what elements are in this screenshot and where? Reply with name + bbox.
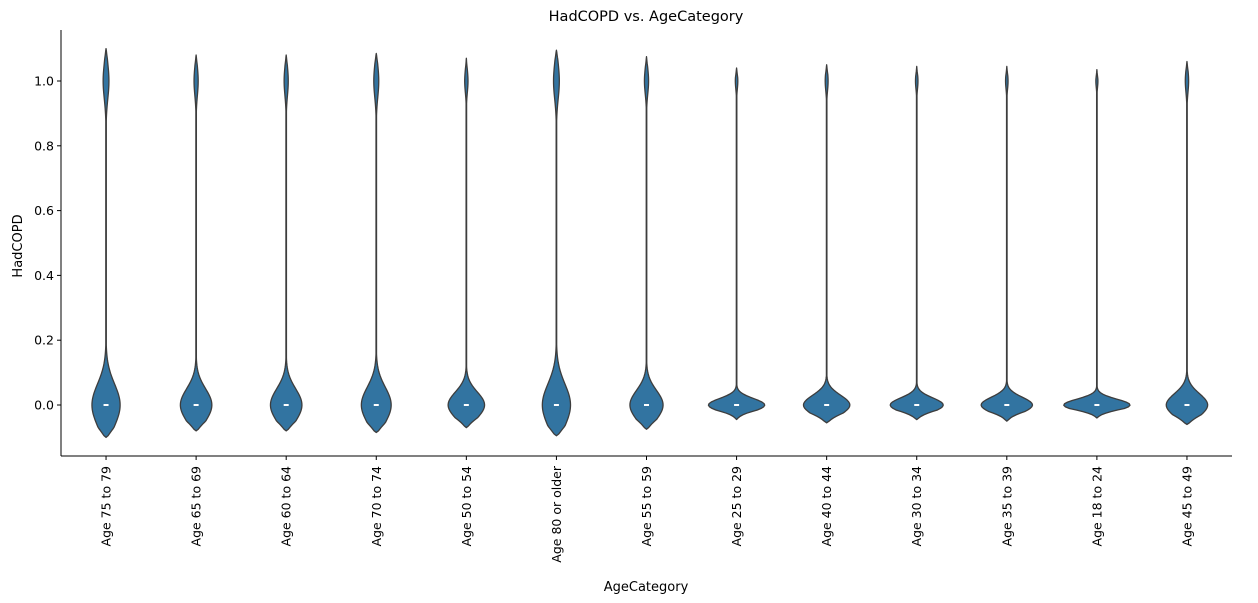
violin-age-25-to-29 [707, 67, 766, 421]
x-tick-label: Age 80 or older [549, 465, 564, 563]
y-tick-label: 0.2 [34, 333, 54, 348]
x-tick-label: Age 35 to 39 [999, 466, 1014, 547]
x-tick-label: Age 30 to 34 [909, 466, 924, 547]
y-tick-label: 1.0 [34, 74, 54, 89]
violin-age-50-to-54 [447, 57, 486, 429]
x-tick-label: Age 65 to 69 [189, 466, 204, 547]
violin-age-35-to-39 [980, 65, 1034, 422]
x-axis-title: AgeCategory [604, 580, 689, 595]
violin-age-45-to-49 [1165, 60, 1209, 426]
violin-age-18-to-24 [1063, 69, 1131, 419]
x-tick-label: Age 50 to 54 [459, 466, 474, 547]
violin-age-80-or-older [541, 49, 572, 437]
x-tick-label: Age 60 to 64 [279, 466, 294, 547]
violin-age-70-to-74 [360, 52, 392, 434]
y-tick-label: 0.6 [34, 203, 54, 218]
x-tick-label: Age 18 to 24 [1089, 466, 1104, 547]
y-tick-label: 0.8 [34, 138, 54, 153]
x-tick-label: Age 25 to 29 [729, 466, 744, 547]
x-tick-label: Age 55 to 59 [639, 466, 654, 547]
y-tick-label: 0.0 [34, 398, 54, 413]
x-tick-label: Age 75 to 79 [99, 466, 114, 547]
chart-title: HadCOPD vs. AgeCategory [549, 9, 744, 25]
violin-age-60-to-64 [269, 54, 303, 432]
y-tick-label: 0.4 [34, 268, 54, 283]
x-tick-label: Age 45 to 49 [1179, 466, 1194, 547]
violin-age-65-to-69 [179, 54, 213, 432]
violin-age-75-to-79 [91, 47, 121, 439]
violin-age-55-to-59 [629, 56, 664, 430]
x-tick-label: Age 40 to 44 [819, 466, 834, 547]
x-tick-label: Age 70 to 74 [369, 466, 384, 547]
violin-age-40-to-44 [802, 64, 851, 424]
y-axis-title: HadCOPD [11, 214, 26, 277]
violin-age-30-to-34 [889, 65, 944, 421]
plot-area: 0.0 0.2 0.4 0.6 0.8 1.0 Age 75 to 79 Age 65 to … [34, 30, 1232, 563]
